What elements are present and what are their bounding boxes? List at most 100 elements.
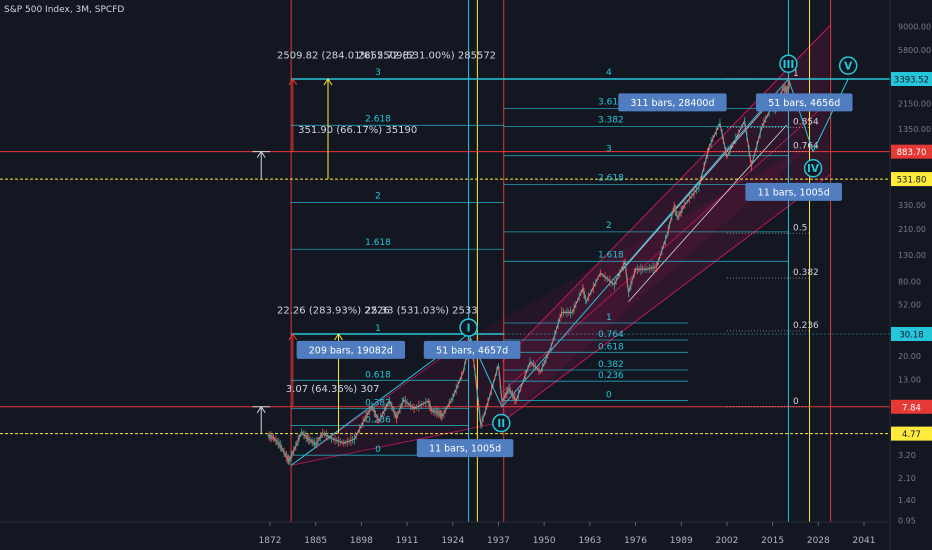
wave-label-4: V [844,61,853,73]
fib-upper-left-label-0: 3 [375,68,381,78]
x-tick-label-7: 1963 [578,536,601,546]
measure-arrow-yellow-lower-head [334,333,343,341]
fib-upper-mid-label-4: 2.618 [598,174,624,184]
fib-right-label-5: 0.236 [793,321,819,331]
measurement-label-2: 351.90 (66.17%) 35190 [298,125,417,136]
x-tick-label-13: 2041 [853,536,876,546]
fib-lower-left-label-1: 0.618 [365,370,391,380]
wave-label-0: I [467,323,471,335]
measure-arrow-red-lower-head [288,333,298,341]
wave-line-3-4 [787,78,814,152]
x-tick-label-1: 1885 [304,536,327,546]
price-tag-0 [891,72,932,86]
bars-badge-label-0: 209 bars, 19082d [309,345,393,356]
bars-badge-label-4: 51 bars, 4656d [768,98,840,109]
x-tick-label-6: 1950 [533,536,556,546]
wave-circle-0 [459,318,478,337]
fib-lower-mid-label-3: 0.382 [598,360,624,370]
y-tick-label-10: 80.00 [898,277,921,286]
y-tick-label-6: 13.00 [898,375,921,384]
fib-right-label-1: 0.854 [793,118,819,128]
fib-upper-mid-label-2: 3.382 [598,116,624,126]
fib-upper-mid-label-6: 1.618 [598,250,624,260]
price-tag-label-0: 3393.52 [894,76,929,86]
price-tag-5 [891,426,932,441]
y-tick-label-13: 330.00 [898,201,926,210]
y-tick-label-0: 0.95 [898,517,916,526]
fib-right-label-6: 0 [793,397,799,407]
lower-channel-fill [291,139,819,466]
fib-lower-left-label-0: 1 [375,324,381,334]
measure-arrow-yellow-upper-head [323,78,333,86]
fib-lower-mid-label-4: 0.236 [598,371,624,381]
bars-badge-3 [618,93,727,112]
fib-lower-mid-label-2: 0.618 [598,342,624,352]
y-tick-label-2: 2.10 [898,474,916,483]
price-tag-label-2: 531.80 [897,176,927,186]
y-tick-label-11: 130.00 [898,251,926,260]
fib-upper-mid-label-5: 2 [606,221,612,231]
x-tick-label-8: 1976 [624,536,647,546]
price-tag-1 [891,144,932,159]
wave-label-3: IV [807,163,820,175]
lower-channel-bottom [291,421,503,466]
x-tick-label-12: 2028 [807,536,830,546]
price-tag-label-1: 883.70 [897,148,927,158]
y-tick-label-3: 3.20 [898,451,916,460]
y-tick-label-17: 2150.00 [898,100,931,109]
price-tag-label-4: 7.84 [902,403,921,413]
trend-line-lower [628,124,787,302]
bars-badge-1 [423,340,521,359]
wave-label-1: II [497,418,505,430]
trend-line-upper [617,95,777,276]
fib-upper-mid-label-3: 3 [606,145,612,155]
y-tick-label-16: 1350.00 [898,125,931,134]
wave-line-4-5 [812,78,849,152]
fib-upper-left-label-2: 2 [375,191,381,201]
fib-upper-left-label-1: 2.618 [365,114,391,124]
x-tick-label-3: 1911 [396,536,419,546]
page-title: S&P 500 Index, 3M, SPCFD [4,5,124,15]
price-tag-2 [891,172,932,187]
y-tick-label-19: 5800.00 [898,46,931,55]
measurement-label-3: 22.26 (283.93%) 2226 [277,306,390,317]
lower-channel-top [290,337,469,466]
bars-badge-label-5: 11 bars, 1005d [758,187,830,198]
y-tick-label-7: 20.00 [898,352,921,361]
bars-badge-label-2: 11 bars, 1005d [429,444,501,455]
fib-upper-mid-label-1: 3.618 [598,98,624,108]
bars-badge-0 [296,340,406,359]
fib-right-label-4: 0.382 [793,268,819,278]
price-tag-3 [891,327,932,341]
bars-badge-5 [745,182,843,201]
price-tag-label-5: 4.77 [902,430,921,440]
wave-circle-4 [838,56,858,75]
fib-lower-mid-label-0: 1 [606,313,612,323]
y-tick-label-20: 9000.00 [898,22,931,31]
bars-badge-label-3: 311 bars, 28400d [630,98,714,109]
channel-top-line [501,24,831,363]
fib-lower-left-label-4: 0 [375,445,381,455]
fib-right-label-3: 0.5 [793,223,807,233]
x-tick-label-9: 1989 [670,536,693,546]
bars-badge-2 [416,439,514,458]
measurement-label-4: 25.33 (531.03%) 2533 [365,306,478,317]
y-tick-label-12: 210.00 [898,225,926,234]
fib-lower-left-label-2: 0.382 [365,398,391,408]
fib-right-label-2: 0.764 [793,142,819,152]
x-tick-label-4: 1924 [441,536,464,546]
x-tick-label-11: 2015 [761,536,784,546]
bars-badge-label-1: 51 bars, 4657d [436,345,508,356]
wave-circle-2 [779,54,798,74]
measurement-label-1: 2855.72 (531.00%) 285572 [358,51,496,62]
wave-circle-1 [492,413,511,433]
plot-area: 32.61821.61810.6180.3820.236043.6183.382… [0,0,890,522]
y-tick-label-9: 52.00 [898,301,921,310]
fib-right-label-0: 1 [793,69,799,79]
price-tag-label-3: 30.18 [899,331,923,341]
fib-lower-mid-label-1: 0.764 [598,330,624,340]
measurement-label-5: 3.07 (64.36%) 307 [286,384,380,395]
